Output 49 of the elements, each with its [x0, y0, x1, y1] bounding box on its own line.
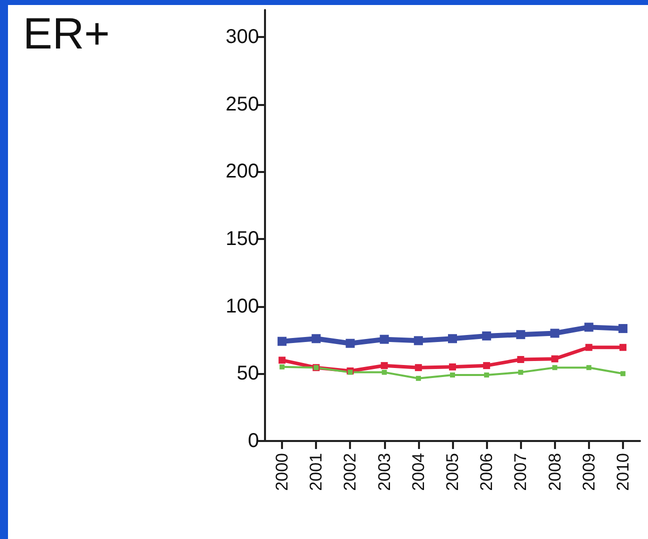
point — [380, 362, 388, 370]
x-tick-label: 2009 — [579, 453, 598, 491]
point — [448, 334, 457, 344]
x-tick-label: 2003 — [374, 453, 394, 491]
x-tick-label: 2004 — [408, 453, 428, 491]
x-tick-label: 2006 — [477, 453, 496, 491]
point — [380, 334, 389, 344]
point — [552, 365, 558, 370]
x-tick-label: 2007 — [511, 453, 530, 491]
y-tick-label: 200 — [226, 160, 259, 183]
point — [346, 338, 355, 348]
point — [483, 362, 490, 370]
point — [278, 336, 287, 346]
point — [312, 334, 321, 344]
point — [517, 356, 524, 364]
point — [450, 372, 455, 378]
x-tick-label: 2001 — [306, 453, 326, 491]
point — [516, 330, 526, 340]
point — [585, 344, 592, 351]
y-tick-label: 0 — [248, 430, 259, 452]
y-tick-label: 150 — [226, 228, 259, 250]
y-tick-label: 50 — [236, 362, 259, 385]
point — [449, 363, 456, 370]
x-tick-label: 2000 — [272, 453, 292, 491]
point — [280, 364, 285, 370]
point — [382, 370, 387, 375]
point — [482, 331, 492, 340]
point — [414, 364, 422, 372]
point — [584, 322, 594, 332]
point — [619, 344, 626, 351]
point — [518, 370, 524, 375]
point — [586, 365, 592, 370]
point — [416, 376, 421, 381]
point — [278, 356, 286, 364]
point — [551, 355, 558, 362]
y-tick-label: 300 — [226, 26, 259, 48]
point — [414, 336, 423, 346]
x-tick-label: 2008 — [545, 453, 564, 491]
point — [484, 372, 490, 378]
y-tick-label: 100 — [226, 295, 259, 318]
point — [550, 328, 560, 338]
point — [618, 324, 628, 334]
x-tick-label: 2010 — [613, 453, 632, 491]
chart-title: ER+ — [23, 10, 110, 58]
y-tick-label: 250 — [226, 93, 259, 116]
x-tick-label: 2005 — [443, 453, 462, 491]
point — [620, 371, 626, 376]
x-tick-label: 2002 — [340, 453, 360, 491]
point — [348, 370, 353, 375]
